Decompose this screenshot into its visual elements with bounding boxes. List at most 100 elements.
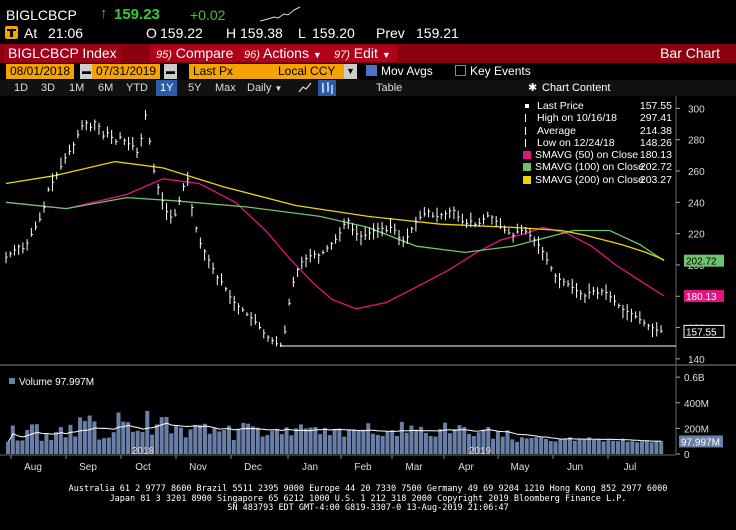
open-value: 159.22 bbox=[160, 25, 203, 41]
volume-tick-label: 400M bbox=[684, 399, 709, 410]
volume-bar bbox=[543, 438, 548, 454]
volume-bar bbox=[611, 440, 616, 454]
last-price-tag bbox=[683, 324, 725, 338]
volume-bar bbox=[193, 424, 198, 454]
title-bar: BIGLCBCP Index 95) Compare 96) Actions ▼… bbox=[0, 44, 736, 63]
edit-label: Edit bbox=[353, 45, 378, 61]
edit-button[interactable]: 97) Edit ▼ bbox=[328, 45, 397, 62]
start-date-input[interactable]: 08/01/2018 bbox=[6, 64, 75, 79]
legend-marker-icon bbox=[525, 104, 529, 108]
volume-bar bbox=[625, 441, 630, 454]
period-1d[interactable]: 1D bbox=[14, 82, 29, 94]
volume-bar bbox=[73, 436, 78, 454]
volume-tick-label: 0.6B bbox=[684, 373, 705, 384]
edit-dropdown-icon: ▼ bbox=[381, 50, 391, 60]
volume-bar bbox=[654, 441, 659, 454]
volume-bar bbox=[615, 441, 620, 454]
smavg-50-tag-label: 180.13 bbox=[686, 292, 717, 303]
period-5y[interactable]: 5Y bbox=[188, 82, 202, 94]
volume-bar bbox=[270, 430, 275, 454]
checkbox-checked-icon bbox=[366, 65, 377, 76]
legend-marker-icon bbox=[525, 138, 526, 147]
gear-icon[interactable]: ✱ bbox=[528, 82, 538, 94]
period-max[interactable]: Max bbox=[215, 82, 236, 94]
legend-row-high[interactable]: High on 10/16/18 297.41 bbox=[520, 112, 676, 124]
volume-tick-label: 200M bbox=[684, 424, 709, 435]
key-events-toggle[interactable]: Key Events bbox=[451, 64, 535, 79]
currency-select[interactable]: Local CCY bbox=[274, 64, 352, 79]
smavg-100-tag-label: 202.72 bbox=[686, 257, 717, 268]
period-6m[interactable]: 6M bbox=[98, 82, 114, 94]
x-tick-label: May bbox=[511, 462, 530, 473]
frequency-dropdown-icon: ▼ bbox=[274, 84, 283, 93]
volume-bar bbox=[505, 430, 510, 454]
volume-bar bbox=[164, 416, 169, 454]
volume-bar bbox=[644, 440, 649, 454]
smavg-100-tag bbox=[684, 254, 724, 267]
calendar-start-icon[interactable]: ▬ bbox=[80, 64, 93, 79]
compare-button[interactable]: 95) Compare bbox=[150, 45, 240, 62]
x-tick-label: Nov bbox=[189, 462, 207, 473]
table-button[interactable]: Table bbox=[376, 82, 403, 94]
legend-label: SMAVG (100) on Close bbox=[535, 161, 644, 174]
ticker: BIGLCBCP bbox=[6, 7, 77, 23]
chevron-down-icon[interactable]: ▼ bbox=[344, 64, 357, 79]
period-3d[interactable]: 3D bbox=[41, 82, 56, 94]
series-line-smavg-200 bbox=[5, 160, 665, 261]
volume-bar bbox=[92, 421, 97, 454]
security-name[interactable]: BIGLCBCP Index bbox=[4, 45, 121, 62]
volume-bar bbox=[111, 432, 116, 454]
period-1m[interactable]: 1M bbox=[69, 82, 85, 94]
bar-chart-icon[interactable] bbox=[318, 80, 336, 96]
frequency-select[interactable]: Daily ▼ bbox=[247, 80, 282, 96]
chart-area[interactable]: 140160180200220240260280300202.72180.131… bbox=[0, 96, 736, 485]
volume-bar bbox=[414, 429, 419, 454]
calendar-end-icon[interactable]: ▬ bbox=[164, 64, 177, 79]
chart-type: Bar Chart bbox=[660, 45, 720, 61]
volume-bar bbox=[553, 441, 558, 454]
volume-bar bbox=[222, 430, 227, 454]
volume-bar bbox=[462, 427, 467, 454]
legend-value: 148.26 bbox=[639, 136, 672, 149]
line-chart-icon[interactable] bbox=[298, 80, 312, 96]
volume-bar bbox=[649, 442, 654, 454]
chart-content-button[interactable]: Chart Content bbox=[542, 82, 611, 94]
volume-bar bbox=[130, 431, 135, 454]
volume-bar bbox=[481, 429, 486, 454]
actions-label: Actions bbox=[263, 45, 309, 61]
mov-avgs-label: Mov Avgs bbox=[381, 64, 433, 78]
time-label: At bbox=[24, 25, 38, 41]
series-line-smavg-50 bbox=[5, 178, 665, 310]
volume-bar bbox=[246, 423, 251, 454]
legend-row-last-price[interactable]: Last Price 157.55 bbox=[520, 100, 676, 112]
legend-row-average[interactable]: Average 214.38 bbox=[520, 125, 676, 137]
legend-row-smavg-200[interactable]: SMAVG (200) on Close 203.27 bbox=[520, 174, 676, 186]
last-price: 159.23 bbox=[114, 6, 160, 23]
volume-bar bbox=[419, 426, 424, 454]
legend-label: SMAVG (200) on Close bbox=[535, 173, 644, 186]
checkbox-icon bbox=[455, 65, 466, 76]
volume-bar bbox=[231, 440, 236, 454]
period-ytd[interactable]: YTD bbox=[126, 82, 148, 94]
field-select[interactable]: Last Px bbox=[189, 64, 275, 79]
volume-bar bbox=[298, 424, 303, 454]
volume-bar bbox=[635, 442, 640, 454]
mov-avgs-toggle[interactable]: Mov Avgs bbox=[362, 64, 437, 79]
end-date-input[interactable]: 07/31/2019 bbox=[92, 64, 161, 79]
legend-label: Low on 12/24/18 bbox=[537, 136, 615, 149]
volume-bar bbox=[423, 432, 428, 454]
legend-row-low[interactable]: Low on 12/24/18 148.26 bbox=[520, 137, 676, 149]
volume-bar bbox=[20, 440, 25, 454]
price-tick-label: 300 bbox=[688, 104, 705, 115]
period-1y[interactable]: 1Y bbox=[156, 80, 178, 96]
volume-bar bbox=[198, 424, 203, 454]
alert-icon[interactable] bbox=[5, 26, 18, 39]
volume-bar bbox=[529, 437, 534, 454]
volume-bar bbox=[97, 439, 102, 454]
legend-row-smavg-50[interactable]: SMAVG (50) on Close 180.13 bbox=[520, 149, 676, 161]
actions-button[interactable]: 96) Actions ▼ bbox=[238, 45, 328, 62]
volume-tick-label: 0 bbox=[684, 450, 690, 461]
legend-row-smavg-100[interactable]: SMAVG (100) on Close 202.72 bbox=[520, 161, 676, 173]
volume-bar bbox=[58, 427, 63, 454]
legend-value: 297.41 bbox=[639, 112, 672, 125]
